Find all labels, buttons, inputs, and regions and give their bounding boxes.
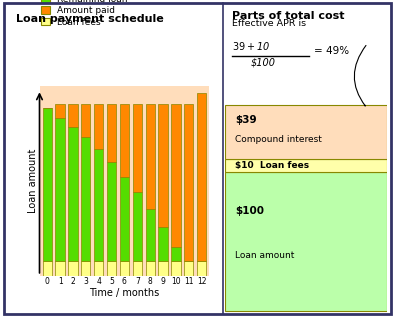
Bar	[171, 247, 181, 261]
Text: $39 + $10: $39 + $10	[231, 40, 270, 52]
Bar	[68, 261, 77, 276]
Bar	[184, 261, 194, 276]
Bar	[158, 261, 167, 276]
Bar	[43, 108, 52, 261]
Text: $100: $100	[251, 58, 276, 68]
Bar	[225, 159, 387, 172]
Bar	[120, 177, 129, 261]
Bar	[81, 261, 90, 276]
Bar	[145, 261, 155, 276]
FancyArrowPatch shape	[354, 45, 366, 106]
X-axis label: Time / months: Time / months	[89, 288, 160, 298]
Bar	[133, 261, 142, 276]
Bar	[145, 104, 155, 209]
Bar	[145, 209, 155, 261]
Text: Loan amount: Loan amount	[235, 251, 294, 260]
Bar	[158, 227, 167, 261]
Text: $10  Loan fees: $10 Loan fees	[235, 161, 309, 170]
Text: Loan payment schedule: Loan payment schedule	[16, 14, 164, 24]
Bar	[197, 93, 206, 261]
Bar	[107, 261, 116, 276]
Bar	[68, 127, 77, 261]
Text: Compound interest: Compound interest	[235, 135, 322, 144]
Bar	[81, 104, 90, 137]
Bar	[171, 261, 181, 276]
Text: Effective APR is: Effective APR is	[231, 19, 306, 28]
Bar	[43, 261, 52, 276]
Text: = 49%: = 49%	[314, 46, 349, 56]
Bar	[55, 104, 65, 118]
Bar	[107, 104, 116, 162]
Y-axis label: Loan amount: Loan amount	[28, 148, 38, 213]
Bar	[225, 172, 387, 311]
Bar	[94, 150, 103, 261]
Bar	[120, 104, 129, 177]
Legend: Remaining loan, Amount paid, Loan fees: Remaining loan, Amount paid, Loan fees	[41, 0, 127, 27]
Bar	[94, 261, 103, 276]
Bar	[225, 105, 387, 159]
Bar	[94, 104, 103, 150]
Text: $100: $100	[235, 206, 264, 216]
Bar	[81, 137, 90, 261]
Text: Parts of total cost: Parts of total cost	[231, 11, 344, 21]
Bar	[55, 261, 65, 276]
Bar	[171, 104, 181, 247]
Bar	[120, 261, 129, 276]
Text: $39: $39	[235, 115, 256, 125]
Bar	[197, 261, 206, 276]
Bar	[68, 104, 77, 127]
Bar	[107, 162, 116, 261]
Bar	[158, 104, 167, 227]
Bar	[133, 104, 142, 192]
Bar	[55, 118, 65, 261]
Bar	[184, 104, 194, 261]
Bar	[133, 192, 142, 261]
